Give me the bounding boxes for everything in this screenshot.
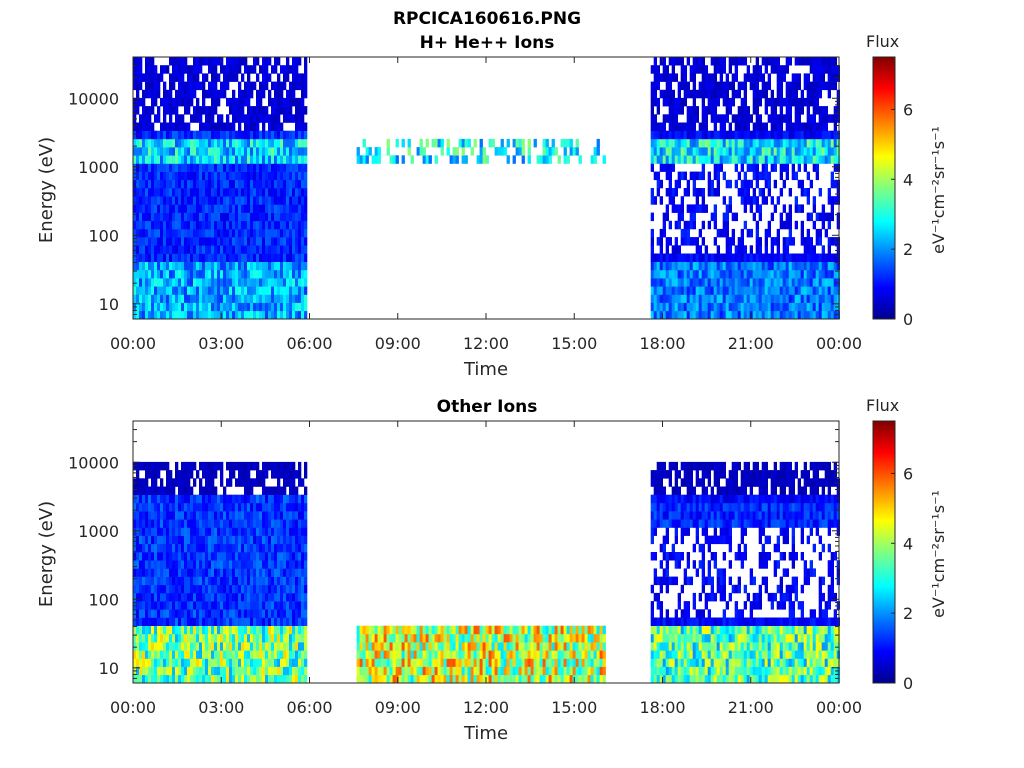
colorbar-tick-label: 4 [903, 170, 913, 189]
y-tick-label: 10000 [68, 89, 119, 108]
colorbar-title: Flux [866, 32, 899, 51]
x-tick-label: 09:00 [375, 698, 421, 717]
colorbar-label: eV⁻¹cm⁻²sr⁻¹s⁻¹ [929, 490, 948, 618]
spectrogram-area [133, 57, 840, 320]
x-tick-label: 09:00 [375, 334, 421, 353]
colorbar-tick-label: 2 [903, 240, 913, 259]
x-tick-label: 00:00 [110, 334, 156, 353]
x-tick-label: 21:00 [728, 698, 774, 717]
y-tick-label: 10000 [68, 453, 119, 472]
figure-title: RPCICA160616.PNG [393, 9, 581, 29]
panel-title: H+ He++ Ions [420, 33, 555, 53]
colorbar-tick-label: 6 [903, 100, 913, 119]
x-tick-label: 00:00 [110, 698, 156, 717]
x-tick-label: 15:00 [551, 334, 597, 353]
x-axis: 00:00 03:00 06:00 09:00 12:00 15:00 18:00 21:00… [110, 421, 862, 717]
x-axis: 00:00 03:00 06:00 09:00 12:00 15:00 18:00 21:00… [110, 57, 862, 353]
y-tick-label: 10 [99, 295, 119, 314]
y-axis: 10 100 1000 10000 [68, 56, 839, 320]
y-axis-label: Energy (eV) [36, 137, 57, 243]
colorbar-tick-label: 0 [903, 310, 913, 329]
panel-title: Other Ions [437, 397, 538, 417]
colorbar-gradient [872, 420, 896, 684]
y-axis: 10 100 1000 10000 [68, 420, 839, 684]
y-axis-label: Energy (eV) [36, 501, 57, 607]
panel-other-ions: Other Ions 00:00 03:00 06:00 09:00 12:00 15:0… [36, 396, 948, 744]
x-tick-label: 06:00 [286, 334, 332, 353]
colorbar-gradient [872, 56, 896, 320]
x-tick-label: 00:00 [816, 334, 862, 353]
colorbar-ticks: 0 2 4 6 [891, 100, 913, 329]
spectrogram-interval [356, 138, 606, 164]
colorbar-tick-label: 4 [903, 534, 913, 553]
x-tick-label: 12:00 [463, 698, 509, 717]
y-tick-label: 1000 [78, 158, 119, 177]
x-tick-label: 12:00 [463, 334, 509, 353]
x-tick-label: 00:00 [816, 698, 862, 717]
spectrogram-area [133, 461, 840, 684]
colorbar-tick-label: 6 [903, 464, 913, 483]
x-tick-label: 03:00 [198, 698, 244, 717]
panel-h-he-ions: H+ He++ Ions 00:00 03:00 06:00 09:00 12:00 15… [36, 32, 948, 380]
x-tick-label: 18:00 [639, 334, 685, 353]
x-tick-label: 03:00 [198, 334, 244, 353]
spectrogram-interval [650, 461, 840, 684]
y-tick-label: 1000 [78, 522, 119, 541]
colorbar-tick-label: 2 [903, 604, 913, 623]
colorbar: Flux 0 2 4 6 eV⁻¹cm⁻²sr⁻¹s⁻¹ [866, 396, 948, 693]
x-axis-label: Time [463, 723, 508, 744]
x-axis-label: Time [463, 359, 508, 380]
x-tick-label: 06:00 [286, 698, 332, 717]
spectrogram-interval [356, 625, 606, 684]
spectrogram-interval [650, 57, 840, 320]
y-tick-label: 100 [88, 590, 119, 609]
colorbar: Flux 0 2 4 6 eV⁻¹cm⁻²sr⁻¹s⁻¹ [866, 32, 948, 329]
spectrogram-interval [133, 461, 308, 684]
x-tick-label: 21:00 [728, 334, 774, 353]
colorbar-title: Flux [866, 396, 899, 415]
x-tick-label: 18:00 [639, 698, 685, 717]
colorbar-tick-label: 0 [903, 674, 913, 693]
y-tick-label: 10 [99, 659, 119, 678]
x-tick-label: 15:00 [551, 698, 597, 717]
colorbar-label: eV⁻¹cm⁻²sr⁻¹s⁻¹ [929, 126, 948, 254]
spectrogram-interval [133, 57, 308, 320]
y-tick-label: 100 [88, 226, 119, 245]
colorbar-ticks: 0 2 4 6 [891, 464, 913, 693]
